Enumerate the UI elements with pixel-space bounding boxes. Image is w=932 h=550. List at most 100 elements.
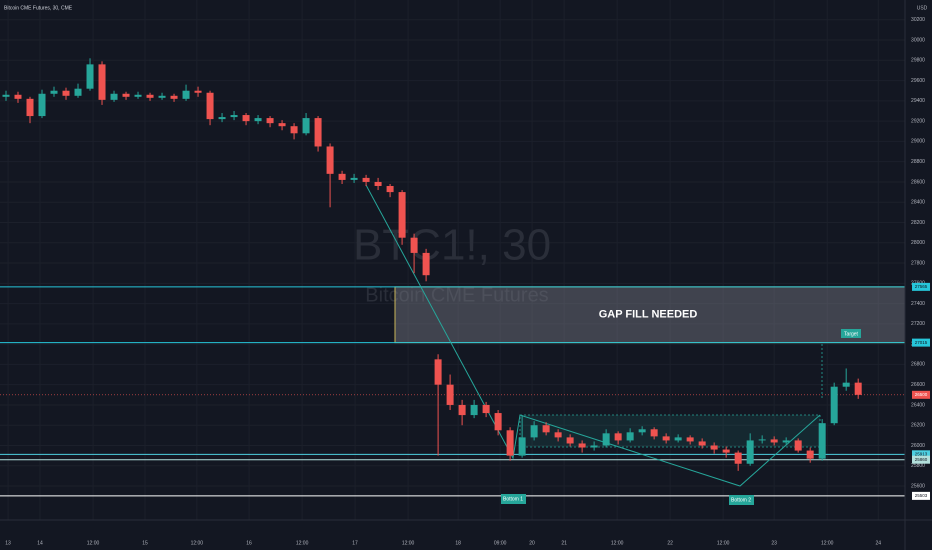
candle-body: [842, 382, 850, 387]
x-tick-label: 12:00: [611, 540, 624, 546]
candle-body: [2, 94, 10, 97]
candle-body: [50, 90, 58, 94]
candle-body: [14, 94, 22, 99]
candle-body: [494, 413, 502, 431]
candle-body: [74, 88, 82, 96]
candle-body: [374, 181, 382, 187]
candle-body: [254, 118, 262, 122]
candle-body: [206, 92, 214, 120]
candle-body: [134, 94, 142, 97]
x-tick-label: 12:00: [87, 540, 100, 546]
candle-body: [854, 382, 862, 395]
candle-body: [146, 94, 154, 98]
target-label: Target: [844, 331, 859, 337]
candle-body: [38, 93, 46, 117]
level-label-bg: [912, 282, 930, 291]
candle-body: [794, 440, 802, 451]
gap-text: GAP FILL NEEDED: [599, 309, 698, 321]
candle-body: [818, 423, 826, 459]
candle-body: [770, 439, 778, 443]
candle-body: [218, 117, 226, 120]
candle-body: [506, 430, 514, 456]
candle-body: [314, 118, 322, 147]
candle-body: [470, 404, 478, 416]
candle-body: [638, 429, 646, 433]
last-price-bg: [912, 390, 930, 399]
axis-labels: 2560025800260002620026400266002680027000…: [5, 17, 930, 546]
x-tick-label: 12:00: [296, 540, 309, 546]
watermark: BTC1!, 30: [353, 221, 551, 270]
watermark-subtitle: Bitcoin CME Futures: [365, 284, 548, 306]
candle-body: [350, 177, 358, 180]
candle-body: [590, 445, 598, 448]
y-tick-label: 28600: [911, 179, 925, 185]
x-tick-label: 16: [246, 540, 252, 546]
candle-body: [62, 90, 70, 96]
level-label: 27565: [915, 284, 928, 289]
y-tick-label: 28800: [911, 159, 925, 165]
y-tick-label: 30200: [911, 17, 925, 23]
bottom2-label: Bottom 2: [731, 497, 751, 503]
candle-body: [242, 115, 250, 122]
levels: GAP FILL NEEDED: [0, 286, 906, 497]
y-tick-label: 27400: [911, 301, 925, 307]
candle-body: [170, 95, 178, 99]
x-tick-label: 13: [5, 540, 11, 546]
candle-body: [422, 252, 430, 276]
gap-box: [394, 286, 906, 344]
level-label: 25913: [915, 452, 928, 457]
candle-body: [362, 177, 370, 182]
y-tick-label: 26200: [911, 423, 925, 429]
candle-body: [758, 439, 766, 441]
candle-body: [446, 384, 454, 405]
chart-title: Bitcoin CME Futures, 30, CME: [4, 5, 73, 11]
y-tick-label: 30000: [911, 37, 925, 43]
candle-body: [626, 432, 634, 441]
x-tick-label: 23: [771, 540, 777, 546]
x-tick-label: 12:00: [191, 540, 204, 546]
candle-body: [158, 95, 166, 98]
level-label: 25860: [915, 457, 928, 462]
candle-body: [698, 441, 706, 446]
candle-body: [686, 437, 694, 442]
candles: [2, 58, 862, 471]
level-label-bg: [912, 338, 930, 347]
candle-body: [26, 98, 34, 117]
candle-body: [674, 437, 682, 441]
candle-body: [554, 432, 562, 438]
candle-body: [230, 115, 238, 118]
level-label-bg: [912, 455, 930, 464]
candle-body: [266, 118, 274, 124]
candle-body: [98, 64, 106, 100]
x-tick-label: 12:00: [717, 540, 730, 546]
candle-body: [650, 429, 658, 437]
candle-body: [722, 449, 730, 453]
candle-body: [122, 93, 130, 97]
candle-body: [182, 90, 190, 99]
currency-label: USD: [917, 5, 928, 11]
y-tick-label: 29400: [911, 98, 925, 104]
candle-body: [782, 440, 790, 443]
x-tick-label: 18: [455, 540, 461, 546]
x-tick-label: 15: [142, 540, 148, 546]
candle-body: [458, 404, 466, 416]
x-tick-label: 24: [875, 540, 881, 546]
y-tick-label: 29800: [911, 58, 925, 64]
candle-body: [386, 186, 394, 193]
bottom2-label-bg: [729, 495, 754, 505]
candle-body: [194, 90, 202, 93]
candle-body: [326, 146, 334, 174]
last-price-label: 26500: [915, 392, 928, 397]
candle-body: [746, 440, 754, 464]
y-tick-label: 27200: [911, 321, 925, 327]
y-tick-label: 25600: [911, 483, 925, 489]
x-tick-label: 12:00: [402, 540, 415, 546]
candle-body: [410, 237, 418, 253]
candle-body: [710, 445, 718, 450]
y-tick-label: 27800: [911, 260, 925, 266]
candle-body: [566, 437, 574, 444]
candle-body: [602, 433, 610, 446]
y-tick-label: 26400: [911, 402, 925, 408]
